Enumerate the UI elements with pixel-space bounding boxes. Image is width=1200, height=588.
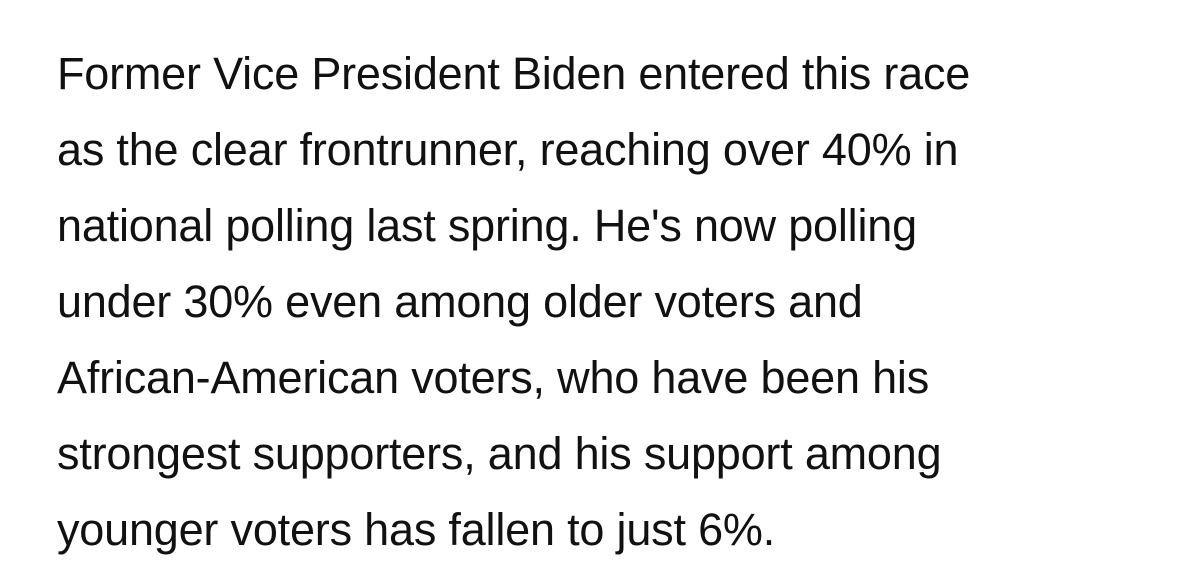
paragraph-line: Former Vice President Biden entered this… (57, 48, 971, 99)
paragraph-line: as the clear frontrunner, reaching over … (57, 124, 959, 175)
article-paragraph: Former Vice President Biden entered this… (57, 36, 1177, 568)
paragraph-line: younger voters has fallen to just 6%. (57, 504, 776, 555)
paragraph-line: strongest supporters, and his support am… (57, 428, 942, 479)
paragraph-line: under 30% even among older voters and (57, 276, 863, 327)
paragraph-line: national polling last spring. He's now p… (57, 200, 917, 251)
paragraph-line: African-American voters, who have been h… (57, 352, 930, 403)
